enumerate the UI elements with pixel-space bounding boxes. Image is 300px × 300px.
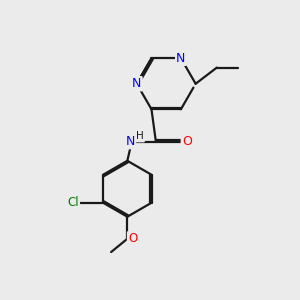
Text: N: N (126, 135, 135, 148)
Text: N: N (132, 77, 141, 90)
Text: O: O (128, 232, 137, 245)
Text: Cl: Cl (67, 196, 79, 209)
Text: H: H (136, 131, 144, 141)
Text: O: O (182, 135, 192, 148)
Text: N: N (176, 52, 186, 65)
